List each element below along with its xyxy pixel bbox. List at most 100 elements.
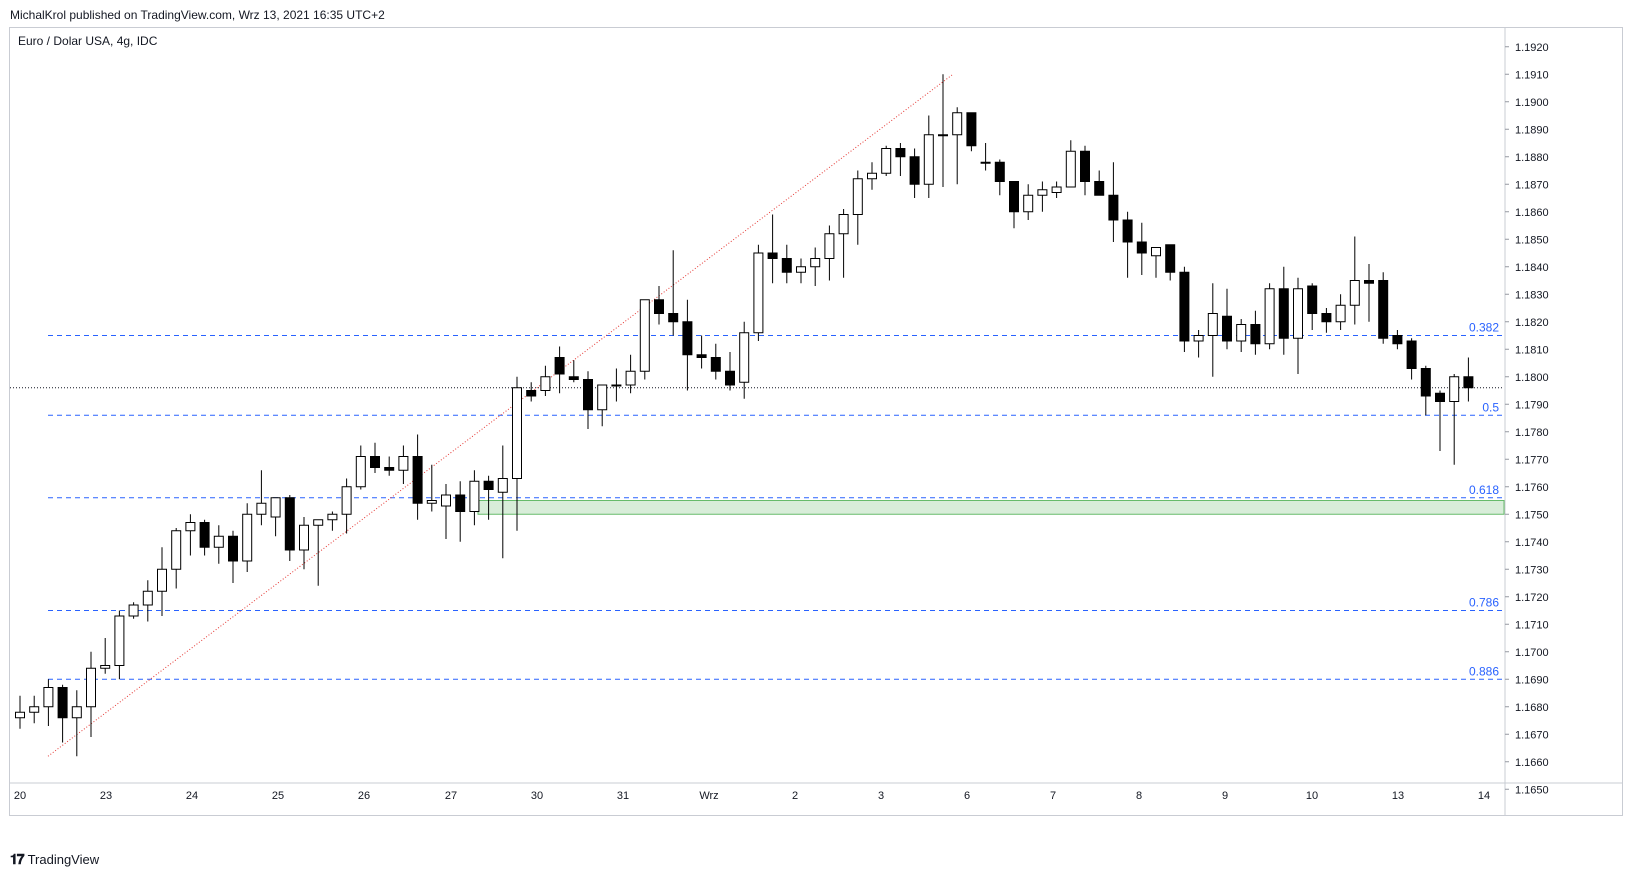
candle — [838, 209, 849, 278]
candle — [852, 170, 863, 245]
candle — [1065, 140, 1076, 188]
time-tick-label: 20 — [14, 790, 26, 802]
candle — [1420, 365, 1431, 416]
candle-body-down — [767, 252, 778, 259]
candle — [213, 525, 224, 564]
candle — [1335, 294, 1346, 330]
candle — [284, 495, 295, 561]
candle — [923, 115, 934, 198]
candle — [114, 610, 125, 680]
price-tick-label: 1.1650 — [1515, 784, 1549, 796]
candle-body-down — [228, 535, 238, 562]
candle-body-down — [710, 357, 721, 372]
candle-body-down — [1307, 285, 1318, 314]
candle-body-up — [355, 456, 366, 488]
candle-body-up — [270, 497, 281, 518]
candle-body-up — [1293, 288, 1303, 339]
candle-body-up — [1335, 304, 1346, 323]
price-tick-label: 1.1780 — [1515, 427, 1549, 439]
candle — [455, 481, 466, 542]
candle-body-up — [128, 604, 139, 617]
candle-body-up — [29, 706, 40, 713]
fib-label: 0.618 — [1469, 483, 1499, 497]
candle — [1364, 264, 1374, 322]
candle-body-up — [540, 376, 551, 391]
candle-body-down — [370, 456, 380, 468]
candle-body-up — [753, 252, 764, 334]
price-tick-label: 1.1840 — [1515, 262, 1549, 274]
candle-body-down — [895, 148, 906, 158]
price-tick-label: 1.1670 — [1515, 729, 1549, 741]
symbol-title: Euro / Dolar USA, 4g, IDC — [18, 34, 158, 48]
candle-body-down — [696, 354, 707, 358]
candle — [43, 679, 54, 726]
candle-body-down — [1179, 271, 1190, 342]
candle — [15, 695, 25, 729]
price-axis[interactable]: 1.1650 1.1660 1.1670 1.1680 1.1690 1.1700 1.17… — [1505, 42, 1549, 797]
candle — [426, 464, 437, 512]
candle-body-up — [852, 178, 863, 215]
candle — [370, 442, 380, 473]
candles — [15, 74, 1474, 757]
candle-body-up — [114, 615, 125, 666]
candle-body-up — [497, 478, 508, 493]
candle — [710, 343, 721, 380]
candle-body-up — [512, 387, 522, 479]
candle — [625, 354, 636, 394]
candle — [767, 214, 778, 284]
time-tick-label: 30 — [531, 790, 543, 802]
candle — [441, 484, 451, 539]
candle-body-up — [469, 480, 480, 512]
time-tick-label: 31 — [617, 790, 629, 802]
candle-body-down — [1136, 241, 1147, 254]
candle — [895, 143, 906, 176]
candle-body-down — [1364, 280, 1374, 284]
price-tick-label: 1.1890 — [1515, 124, 1549, 136]
candle — [597, 384, 608, 427]
candle-body-up — [923, 134, 934, 185]
candle — [142, 580, 153, 622]
time-tick-label: Wrz — [699, 790, 718, 802]
candle-body-up — [1037, 189, 1048, 196]
candle-body-down — [654, 299, 664, 314]
candle — [256, 470, 267, 526]
candle — [1449, 374, 1460, 465]
footer[interactable]: 𝟏𝟕 TradingView — [10, 851, 99, 868]
candle — [753, 244, 764, 341]
candle-body-down — [1222, 315, 1232, 342]
price-tick-label: 1.1880 — [1515, 152, 1549, 164]
candle — [1349, 236, 1360, 325]
candle — [1392, 330, 1403, 350]
candle-body-up — [952, 112, 963, 136]
time-tick-label: 24 — [186, 790, 198, 802]
candle-body-down — [568, 376, 579, 380]
time-tick-label: 27 — [445, 790, 457, 802]
candle-body-up — [739, 332, 750, 383]
price-tick-label: 1.1660 — [1515, 757, 1549, 769]
candle-body-up — [1236, 324, 1247, 342]
candle — [1278, 266, 1289, 355]
candle — [171, 528, 182, 589]
candle — [1193, 330, 1204, 358]
candle-body-up — [838, 214, 849, 235]
price-tick-label: 1.1740 — [1515, 537, 1549, 549]
time-axis[interactable]: 20 23 24 25 26 27 30 31 Wrz 2 3 6 7 8 9 10 13 14 — [14, 790, 1490, 802]
candle — [994, 159, 1005, 196]
candle — [1051, 181, 1062, 198]
candle-body-down — [1406, 340, 1417, 369]
time-tick-label: 13 — [1392, 790, 1404, 802]
candle-body-up — [810, 258, 821, 268]
price-tick-label: 1.1820 — [1515, 317, 1549, 329]
candle-body-down — [412, 456, 423, 504]
candle-body-up — [71, 706, 82, 719]
chart-frame[interactable] — [9, 27, 1623, 816]
candle — [1009, 181, 1019, 229]
candle — [810, 247, 821, 286]
candle — [199, 519, 210, 556]
candle — [341, 478, 352, 534]
price-tick-label: 1.1690 — [1515, 674, 1549, 686]
candle-body-down — [1009, 181, 1019, 213]
candle — [86, 651, 96, 737]
candle-body-down — [384, 467, 395, 471]
